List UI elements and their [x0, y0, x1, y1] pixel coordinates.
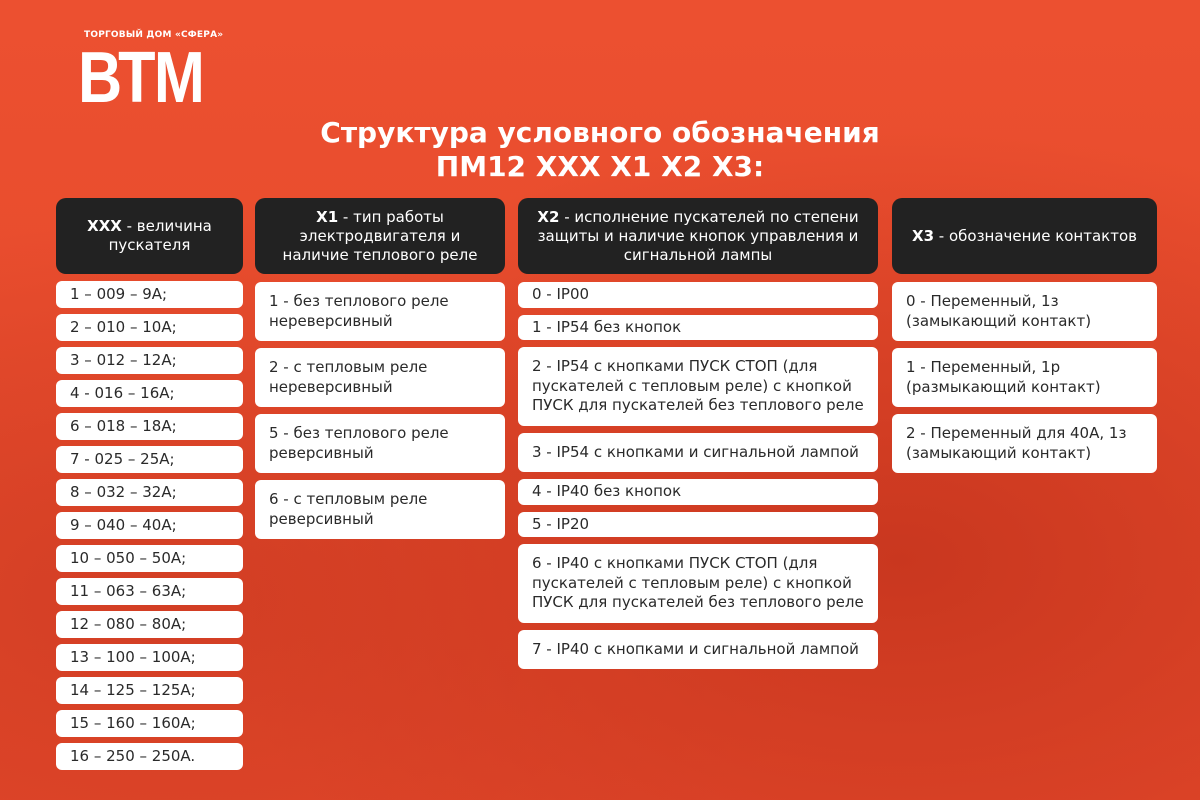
list-item: 3 - IP54 с кнопками и сигнальной лампой: [518, 432, 878, 472]
list-item: 2 – 010 – 10A;: [56, 314, 243, 341]
list-item: 7 - 025 – 25A;: [56, 446, 243, 473]
column-x2: X2 - исполнение пускателей по степени за…: [518, 198, 878, 669]
column-header-x2: X2 - исполнение пускателей по степени за…: [518, 198, 878, 274]
list-item: 1 - без теплового реле нереверсивный: [255, 282, 505, 341]
header-description: - обозначение контактов: [934, 226, 1137, 245]
list-item: 0 - IP00: [518, 282, 878, 308]
list-item: 8 – 032 – 32A;: [56, 479, 243, 506]
list-item: 7 - IP40 с кнопками и сигнальной лампой: [518, 629, 878, 669]
header-description: - исполнение пускателей по степени защит…: [537, 207, 859, 264]
list-item: 12 – 080 – 80A;: [56, 611, 243, 638]
logo-name: ВТМ: [78, 38, 205, 118]
column-header-x1: X1 - тип работы электродвигателя и налич…: [255, 198, 505, 274]
column-x1: X1 - тип работы электродвигателя и налич…: [255, 198, 505, 539]
list-item: 4 - IP40 без кнопок: [518, 479, 878, 505]
list-item: 6 – 018 – 18A;: [56, 413, 243, 440]
header-description: - тип работы электродвигателя и наличие …: [282, 207, 478, 264]
list-item: 5 - без теплового реле реверсивный: [255, 414, 505, 473]
list-item: 0 - Переменный, 1з (замыкающий контакт): [892, 282, 1157, 341]
list-item: 10 – 050 – 50A;: [56, 545, 243, 572]
page-title: Структура условного обозначения ПМ12 XXX…: [0, 116, 1200, 184]
list-item: 6 - с тепловым реле реверсивный: [255, 480, 505, 539]
list-item: 14 – 125 – 125A;: [56, 677, 243, 704]
list-item: 9 – 040 – 40A;: [56, 512, 243, 539]
list-item: 2 - Переменный для 40А, 1з (замыкающий к…: [892, 414, 1157, 473]
list-item: 1 - IP54 без кнопок: [518, 314, 878, 340]
header-description: - величина пускателя: [108, 217, 212, 254]
list-item: 1 - Переменный, 1р (размыкающий контакт): [892, 348, 1157, 407]
list-item: 2 - с тепловым реле нереверсивный: [255, 348, 505, 407]
list-item: 15 – 160 – 160A;: [56, 710, 243, 737]
header-key: X3: [912, 226, 935, 245]
list-item: 13 – 100 – 100A;: [56, 644, 243, 671]
list-item: 11 – 063 – 63A;: [56, 578, 243, 605]
column-x3: X3 - обозначение контактов 0 - Переменный…: [892, 198, 1157, 473]
list-item: 3 – 012 – 12A;: [56, 347, 243, 374]
column-xxx: XXX - величина пускателя 1 – 009 – 9A; 2 –…: [56, 198, 243, 770]
header-key: X2: [537, 207, 560, 226]
list-item: 2 - IP54 с кнопками ПУСК СТОП (для пуска…: [518, 347, 878, 426]
logo: ТОРГОВЫЙ ДОМ «СФЕРА» ВТМ: [78, 30, 225, 114]
logo-subtitle: ТОРГОВЫЙ ДОМ «СФЕРА»: [84, 30, 224, 40]
list-item: 16 – 250 – 250A.: [56, 743, 243, 770]
column-header-x3: X3 - обозначение контактов: [892, 198, 1157, 274]
header-key: XXX: [87, 217, 122, 235]
title-line-1: Структура условного обозначения: [320, 116, 880, 149]
column-header-xxx: XXX - величина пускателя: [56, 198, 243, 274]
header-key: X1: [316, 207, 339, 226]
list-item: 5 - IP20: [518, 511, 878, 537]
title-line-2: ПМ12 XXX X1 X2 X3:: [435, 150, 765, 183]
list-item: 6 - IP40 с кнопками ПУСК СТОП (для пуска…: [518, 544, 878, 623]
list-item: 1 – 009 – 9A;: [56, 281, 243, 308]
list-item: 4 - 016 – 16A;: [56, 380, 243, 407]
